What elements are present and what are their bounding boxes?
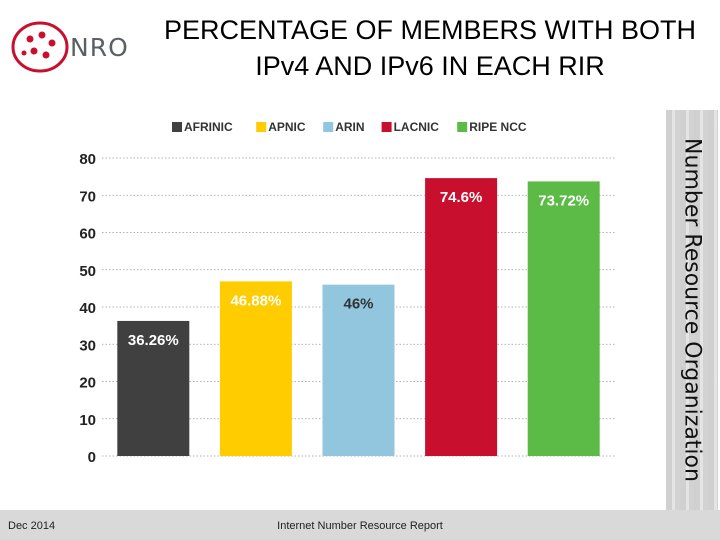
legend-swatch (256, 122, 267, 132)
bar-chart: 0 10 20 30 40 50 60 70 80 36.26% 46.88% 46% 74.6% 73.… (79, 120, 615, 466)
title-line-2: IPv4 AND IPv6 IN EACH RIR (255, 51, 605, 81)
bar (322, 284, 395, 456)
data-label: 73.72% (538, 192, 589, 209)
side-banner: Number Resource Organization (666, 110, 718, 510)
side-banner-text: Number Resource Organization (679, 138, 705, 482)
legend-swatch (381, 122, 392, 132)
footer-date: Dec 2014 (8, 520, 56, 532)
bar (425, 178, 498, 456)
legend-swatch (323, 122, 334, 132)
y-tick-label: 40 (79, 300, 96, 317)
y-tick-label: 70 (79, 188, 96, 205)
footer: Dec 2014 Internet Number Resource Report (0, 510, 720, 540)
legend-label: ARIN (335, 120, 364, 134)
bar (219, 281, 292, 456)
page-title: PERCENTAGE OF MEMBERS WITH BOTH IPv4 AND… (140, 12, 720, 84)
y-tick-label: 60 (79, 226, 96, 243)
legend-label: AFRINIC (184, 120, 233, 134)
data-label: 46.88% (230, 292, 281, 309)
nro-logo: NRO (6, 14, 138, 80)
data-label: 36.26% (128, 332, 179, 349)
title-line-1: PERCENTAGE OF MEMBERS WITH BOTH (163, 15, 697, 45)
y-tick-label: 80 (79, 151, 96, 168)
data-label: 74.6% (440, 189, 483, 206)
legend-label: LACNIC (394, 120, 440, 134)
data-label: 46% (343, 296, 373, 313)
legend-label: APNIC (268, 120, 306, 134)
bar (117, 320, 190, 456)
legend-swatch (457, 122, 468, 132)
nro-logo-icon (11, 21, 69, 73)
bar (527, 181, 600, 456)
y-tick-label: 30 (79, 337, 96, 354)
ip-address-pattern (666, 110, 718, 510)
y-tick-label: 0 (88, 449, 96, 466)
y-tick-label: 20 (79, 375, 96, 392)
footer-report-title: Internet Number Resource Report (277, 520, 443, 532)
logo-text: NRO (70, 32, 129, 62)
y-tick-label: 10 (79, 412, 96, 429)
legend-label: RIPE NCC (469, 120, 527, 134)
legend-swatch (172, 122, 182, 132)
y-tick-label: 50 (79, 263, 96, 280)
